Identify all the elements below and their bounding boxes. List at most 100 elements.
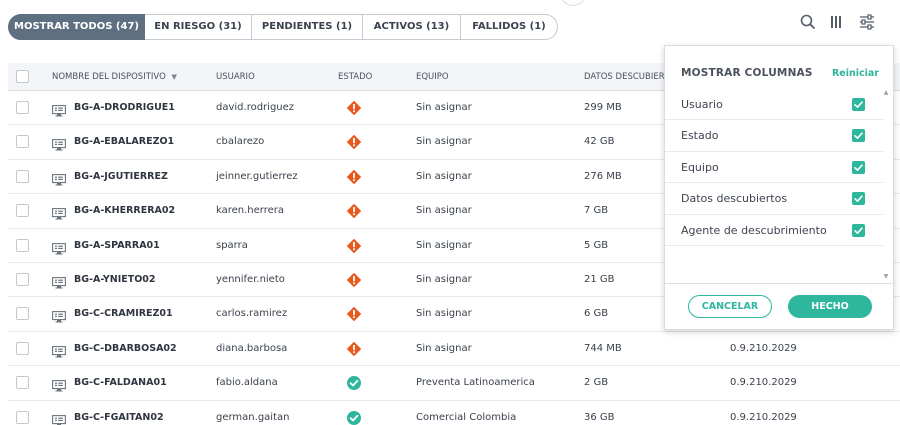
- row-checkbox[interactable]: [16, 376, 29, 390]
- panel-header: MOSTRAR COLUMNAS Reiniciar: [665, 46, 895, 92]
- device-name[interactable]: BG-A-DRODRIGUE1: [74, 102, 175, 113]
- column-option[interactable]: Equipo: [665, 152, 883, 184]
- computer-icon: [52, 171, 66, 186]
- user-name: cbalarezo: [216, 136, 265, 148]
- status-risk-icon: [346, 169, 362, 185]
- computer-icon: [52, 308, 66, 323]
- user-name: diana.barbosa: [216, 342, 288, 354]
- agent-version: 0.9.210.2029: [730, 377, 797, 389]
- device-name[interactable]: BG-A-JGUTIERREZ: [74, 170, 168, 182]
- status-ok-icon: [346, 375, 362, 391]
- team-name: Sin asignar: [416, 170, 472, 182]
- discovered-data: 2 GB: [584, 377, 609, 389]
- header-status[interactable]: ESTADO: [338, 72, 373, 82]
- header-device-name[interactable]: NOMBRE DEL DISPOSITIVO ▼: [52, 72, 177, 82]
- table-row[interactable]: BG-C-CRAMIREZ01 carlos.ramirez Sin asignar…: [8, 297, 900, 332]
- row-checkbox[interactable]: [16, 169, 29, 183]
- table-row[interactable]: BG-C-FGAITAN02 german.gaitan Comercial Col…: [8, 401, 900, 425]
- status-risk-icon: [346, 306, 362, 322]
- column-option-label: Usuario: [681, 98, 723, 111]
- device-name[interactable]: BG-C-FALDANA01: [74, 377, 167, 389]
- column-option-label: Agente de descubrimiento: [681, 223, 827, 237]
- device-name[interactable]: BG-A-KHERRERA02: [74, 205, 176, 217]
- column-option-label: Datos descubiertos: [681, 192, 788, 206]
- row-checkbox[interactable]: [16, 238, 29, 252]
- computer-icon: [52, 274, 66, 289]
- computer-icon: [52, 136, 66, 151]
- row-checkbox[interactable]: [16, 204, 29, 218]
- scroll-down-icon[interactable]: ▼: [883, 273, 889, 280]
- computer-icon: [52, 412, 66, 425]
- discovered-data: 36 GB: [584, 411, 615, 423]
- tab-pending[interactable]: PENDIENTES (1): [252, 14, 363, 40]
- tab-active[interactable]: ACTIVOS (13): [363, 14, 461, 40]
- column-options-list: Usuario Estado Equipo Datos descubiertos Age…: [665, 89, 883, 246]
- column-option[interactable]: Estado: [665, 120, 883, 152]
- device-name[interactable]: BG-C-CRAMIREZ01: [74, 308, 173, 320]
- reset-link[interactable]: Reiniciar: [831, 68, 879, 79]
- table-row[interactable]: BG-A-KHERRERA02 karen.herrera Sin asignar 7…: [8, 194, 900, 229]
- discovered-data: 6 GB: [584, 308, 609, 320]
- discovered-data: 276 MB: [584, 170, 622, 182]
- team-name: Sin asignar: [416, 205, 472, 217]
- header-discovered-data[interactable]: DATOS DESCUBIERTOS: [584, 72, 682, 82]
- device-name[interactable]: BG-A-SPARRA01: [74, 239, 160, 251]
- status-risk-icon: [346, 203, 362, 219]
- table-row[interactable]: BG-C-DBARBOSA02 diana.barbosa Sin asignar 7…: [8, 332, 900, 367]
- row-checkbox[interactable]: [16, 307, 29, 321]
- status-filter-tabs: MOSTRAR TODOS (47) EN RIESGO (31) PENDIE…: [8, 14, 558, 40]
- cancel-button[interactable]: CANCELAR: [688, 295, 772, 318]
- tab-show-all[interactable]: MOSTRAR TODOS (47): [8, 14, 145, 40]
- row-checkbox[interactable]: [16, 101, 29, 114]
- select-all-checkbox[interactable]: [16, 70, 29, 83]
- checked-checkbox-icon[interactable]: [852, 98, 865, 111]
- computer-icon: [52, 377, 66, 392]
- header-team[interactable]: EQUIPO: [416, 72, 449, 82]
- tab-at-risk[interactable]: EN RIESGO (31): [145, 14, 252, 40]
- scroll-up-icon[interactable]: ▲: [883, 89, 889, 96]
- table-row[interactable]: BG-A-JGUTIERREZ jeinner.gutierrez Sin asig…: [8, 160, 900, 195]
- row-checkbox[interactable]: [16, 272, 29, 286]
- tab-failed[interactable]: FALLIDOS (1): [461, 14, 558, 40]
- columns-icon[interactable]: [826, 12, 846, 32]
- status-risk-icon: [346, 100, 362, 116]
- table-row[interactable]: BG-C-FALDANA01 fabio.aldana Preventa Latin…: [8, 366, 900, 401]
- column-option[interactable]: Usuario: [665, 89, 883, 121]
- computer-icon: [52, 240, 66, 255]
- scroll-top-handle[interactable]: [560, 0, 586, 6]
- team-name: Comercial Colombia: [416, 411, 517, 423]
- device-name[interactable]: BG-A-YNIETO02: [74, 273, 156, 285]
- table-row[interactable]: BG-A-SPARRA01 sparra Sin asignar 5 GB: [8, 229, 900, 263]
- user-name: karen.herrera: [216, 205, 285, 217]
- header-user[interactable]: USUARIO: [216, 72, 255, 82]
- filter-sliders-icon[interactable]: [857, 12, 877, 32]
- team-name: Preventa Latinoamerica: [416, 377, 535, 389]
- search-icon[interactable]: [798, 12, 818, 32]
- table-row[interactable]: BG-A-DRODRIGUE1 david.rodriguez Sin asigna…: [8, 91, 900, 126]
- table-row[interactable]: BG-A-EBALAREZO1 cbalarezo Sin asignar 42 GB: [8, 125, 900, 160]
- column-option[interactable]: Agente de descubrimiento: [665, 215, 883, 246]
- discovered-data: 42 GB: [584, 136, 615, 148]
- device-name[interactable]: BG-C-FGAITAN02: [74, 411, 164, 423]
- done-button[interactable]: HECHO: [788, 295, 872, 318]
- sort-down-icon: ▼: [171, 73, 177, 81]
- checked-checkbox-icon[interactable]: [852, 160, 865, 174]
- device-name[interactable]: BG-C-DBARBOSA02: [74, 342, 177, 354]
- status-risk-icon: [346, 238, 362, 254]
- panel-scrollbar[interactable]: ▲ ▼: [882, 89, 890, 281]
- devices-table: NOMBRE DEL DISPOSITIVO ▼ USUARIO ESTADO …: [8, 63, 900, 425]
- team-name: Sin asignar: [416, 239, 472, 251]
- checked-checkbox-icon[interactable]: [852, 223, 865, 237]
- column-option[interactable]: Datos descubiertos: [665, 183, 883, 215]
- row-checkbox[interactable]: [16, 135, 29, 149]
- discovered-data: 744 MB: [584, 342, 622, 354]
- user-name: german.gaitan: [216, 411, 290, 423]
- checked-checkbox-icon[interactable]: [852, 129, 865, 143]
- device-name[interactable]: BG-A-EBALAREZO1: [74, 136, 175, 148]
- table-row[interactable]: BG-A-YNIETO02 yennifer.nieto Sin asignar 21…: [8, 263, 900, 298]
- checked-checkbox-icon[interactable]: [852, 192, 865, 206]
- row-checkbox[interactable]: [16, 410, 29, 424]
- discovered-data: 7 GB: [584, 205, 609, 217]
- user-name: sparra: [216, 239, 248, 251]
- row-checkbox[interactable]: [16, 341, 29, 355]
